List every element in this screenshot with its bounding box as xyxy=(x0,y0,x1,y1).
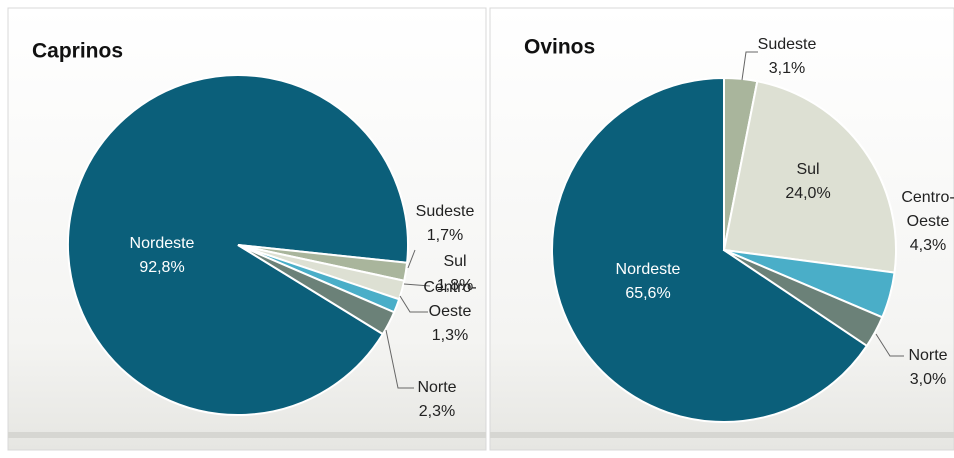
leader-line xyxy=(403,283,431,287)
pie-slice xyxy=(237,244,396,336)
value-label: 3,1% xyxy=(769,60,805,77)
leader-line xyxy=(385,329,414,389)
value-label: 92,8% xyxy=(139,259,184,276)
slice-label: Nordeste xyxy=(130,235,195,252)
slice-label: Nordeste xyxy=(616,261,681,278)
slice-label: Centro-Oeste xyxy=(901,189,954,230)
pie-slice xyxy=(723,249,884,348)
slice-label: Norte xyxy=(908,347,947,364)
leader-line xyxy=(875,333,904,357)
value-label: 24,0% xyxy=(785,185,830,202)
slice-label: Norte xyxy=(417,379,456,396)
slice-label: Sul xyxy=(796,161,819,178)
leader-line xyxy=(741,51,758,81)
value-label: 1,3% xyxy=(432,327,468,344)
value-label: 2,3% xyxy=(419,403,455,420)
chart-title: Ovinos xyxy=(524,36,595,59)
value-label: 4,3% xyxy=(910,237,946,254)
chart-title: Caprinos xyxy=(32,40,123,63)
pie-slice xyxy=(722,80,897,274)
leader-line xyxy=(399,295,428,313)
leader-line xyxy=(407,249,416,269)
slice-label: Sudeste xyxy=(758,36,817,53)
ground-strip xyxy=(8,432,486,438)
value-label: 65,6% xyxy=(625,285,670,302)
value-label: 3,0% xyxy=(910,371,946,388)
pie-slice xyxy=(551,76,869,423)
slice-label: Centro-Oeste xyxy=(423,279,476,320)
ground-strip xyxy=(490,432,954,438)
value-label: 1,8% xyxy=(437,277,473,294)
slice-label: Sul xyxy=(443,253,466,270)
value-label: 1,7% xyxy=(427,227,463,244)
slice-label: Sudeste xyxy=(416,203,475,220)
